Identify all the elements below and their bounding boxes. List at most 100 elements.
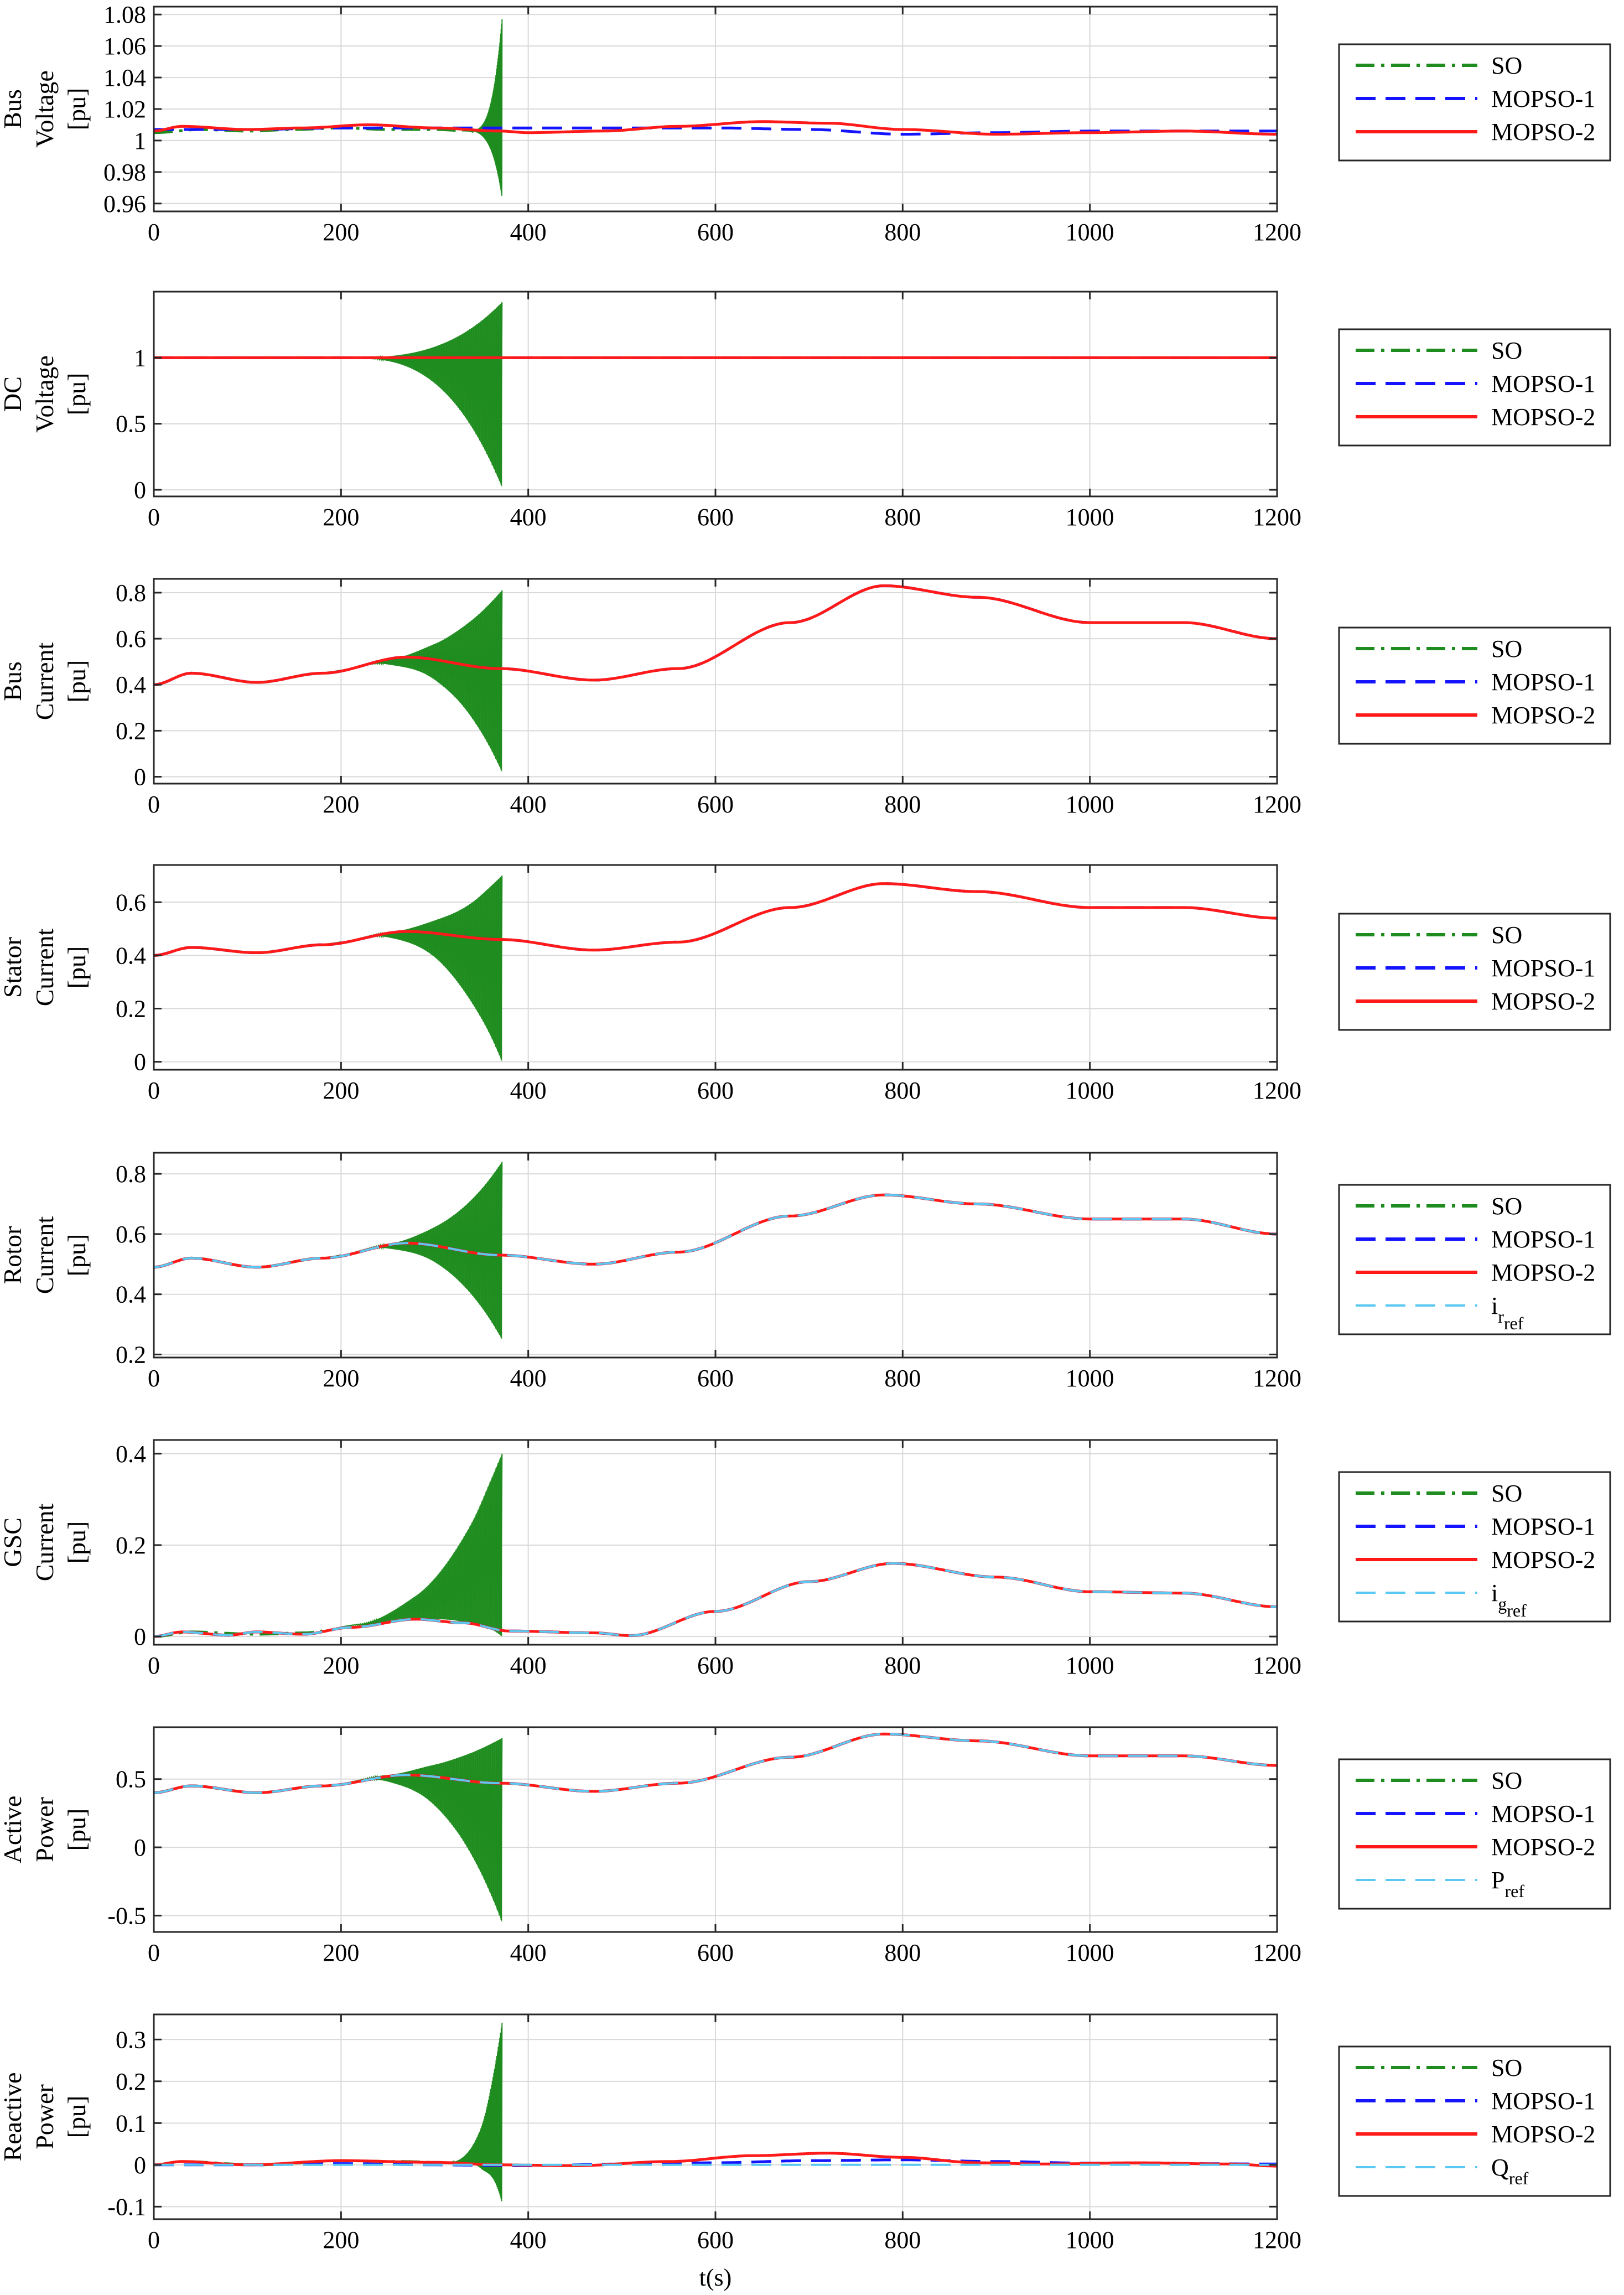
- series-group: [154, 302, 1277, 488]
- series-SO-oscillation: [341, 875, 502, 1062]
- x-tick-label: 1000: [1066, 219, 1114, 246]
- x-tick-label: 0: [148, 791, 160, 818]
- x-tick-label: 800: [884, 1939, 921, 1966]
- y-axis-label-line: Current: [30, 929, 59, 1007]
- y-axis-label-line: Voltage: [30, 355, 59, 433]
- y-tick-label: 0: [134, 1049, 146, 1076]
- y-axis-label-line: Current: [30, 643, 59, 721]
- legend-label: MOPSO-2: [1491, 403, 1595, 431]
- x-tick-label: 400: [510, 1652, 547, 1679]
- legend-label: MOPSO-2: [1491, 988, 1595, 1015]
- y-axis-label-line: Active: [0, 1796, 27, 1864]
- legend-label: SO: [1491, 52, 1522, 79]
- x-tick-label: 600: [697, 791, 734, 818]
- series-group: [154, 1732, 1277, 1923]
- y-axis-label-line: DC: [0, 376, 27, 412]
- x-tick-label: 400: [510, 1939, 547, 1966]
- x-tick-label: 200: [323, 504, 359, 531]
- series-group: [154, 875, 1277, 1062]
- y-tick-label: 1.04: [103, 64, 146, 91]
- y-axis-label-line: Power: [30, 1797, 59, 1862]
- y-tick-label: -0.1: [107, 2193, 146, 2220]
- legend-label: MOPSO-1: [1491, 370, 1595, 397]
- x-tick-label: 1200: [1253, 504, 1301, 531]
- y-axis-label-line: [pu]: [63, 1521, 91, 1564]
- legend-label: MOPSO-2: [1491, 1259, 1595, 1286]
- legend-label: MOPSO-2: [1491, 118, 1595, 146]
- x-tick-label: 1000: [1066, 2226, 1114, 2253]
- y-tick-label: 0.4: [116, 1281, 146, 1308]
- y-tick-label: 1.02: [103, 96, 146, 123]
- series-MOPSO-1-line: [154, 126, 1277, 136]
- y-tick-label: 0.4: [116, 671, 146, 698]
- x-tick-label: 800: [884, 1365, 921, 1392]
- legend-subscript: ref: [1509, 2168, 1529, 2188]
- x-tick-label: 1000: [1066, 504, 1114, 531]
- y-tick-label: 0.6: [116, 889, 146, 916]
- x-tick-label: 200: [323, 219, 359, 246]
- x-tick-label: 0: [148, 1077, 160, 1104]
- series-group: [154, 1453, 1277, 1638]
- subplot-bus-current: 0 200 400 600 800 1000 1200 0 0.2 0.4 0.6 0.8 Bus Cur…: [0, 578, 1611, 818]
- x-axis-label: t(s): [699, 2264, 732, 2291]
- legend-label: MOPSO-1: [1491, 955, 1595, 982]
- legend-subscript: ref: [1504, 1881, 1524, 1901]
- x-tick-label: 600: [697, 1077, 734, 1104]
- legend-label: MOPSO-2: [1491, 702, 1595, 729]
- series-group: [154, 2023, 1277, 2203]
- x-tick-label: 400: [510, 219, 547, 246]
- x-tick-label: 1200: [1253, 219, 1301, 246]
- x-tick-label: 600: [697, 1939, 734, 1966]
- y-tick-label: 1: [134, 344, 146, 371]
- x-tick-label: 400: [510, 791, 547, 818]
- series-MOPSO-2-line: [154, 2152, 1277, 2168]
- series-group: [154, 1162, 1277, 1340]
- y-tick-label: 0.8: [116, 1161, 146, 1188]
- x-tick-label: 800: [884, 219, 921, 246]
- x-tick-label: 600: [697, 2226, 734, 2253]
- y-axis-label-line: [pu]: [63, 1809, 91, 1851]
- x-tick-label: 1200: [1253, 791, 1301, 818]
- subplot-gsc-current: 0 200 400 600 800 1000 1200 0 0.2 0.4 GSC Current [p…: [0, 1439, 1611, 1679]
- legend-label: SO: [1491, 921, 1522, 949]
- x-tick-label: 0: [148, 219, 160, 246]
- series-P_ref-line: [154, 1733, 1277, 1794]
- y-axis-label-line: Power: [30, 2084, 59, 2149]
- x-tick-label: 200: [323, 1077, 359, 1104]
- series-group: [154, 584, 1277, 773]
- y-axis-label-line: GSC: [0, 1517, 27, 1567]
- series-MOPSO-2-line: [154, 882, 1277, 957]
- y-tick-label: 0.1: [116, 2110, 146, 2137]
- x-tick-label: 600: [697, 1652, 734, 1679]
- x-tick-label: 600: [697, 504, 734, 531]
- y-tick-label: 0.3: [116, 2026, 146, 2053]
- x-tick-label: 800: [884, 2226, 921, 2253]
- legend-subscript: ref: [1507, 1600, 1527, 1620]
- x-tick-label: 1000: [1066, 791, 1114, 818]
- y-tick-label: -0.5: [107, 1902, 146, 1929]
- x-tick-label: 1200: [1253, 2226, 1301, 2253]
- x-tick-label: 200: [323, 791, 359, 818]
- y-tick-label: 0.2: [116, 717, 146, 744]
- x-tick-label: 200: [323, 1652, 359, 1679]
- x-tick-label: 800: [884, 1652, 921, 1679]
- x-tick-label: 400: [510, 504, 547, 531]
- legend-subscript: r: [1498, 1307, 1504, 1327]
- y-tick-label: 0: [134, 1623, 146, 1650]
- x-tick-label: 1200: [1253, 1365, 1301, 1392]
- legend-label: MOPSO-1: [1491, 2087, 1595, 2115]
- x-tick-label: 400: [510, 1077, 547, 1104]
- y-axis-label-line: [pu]: [63, 88, 91, 131]
- x-tick-label: 1200: [1253, 1939, 1301, 1966]
- x-tick-label: 600: [697, 219, 734, 246]
- legend-subscript: ref: [1504, 1313, 1524, 1333]
- y-tick-label: 1: [134, 127, 146, 154]
- x-tick-label: 1200: [1253, 1652, 1301, 1679]
- legend-label: MOPSO-2: [1491, 2121, 1595, 2148]
- y-tick-label: 1.06: [103, 33, 146, 60]
- y-axis-label-line: [pu]: [63, 373, 91, 416]
- y-tick-label: 0: [134, 2152, 146, 2179]
- legend-label: SO: [1491, 337, 1522, 364]
